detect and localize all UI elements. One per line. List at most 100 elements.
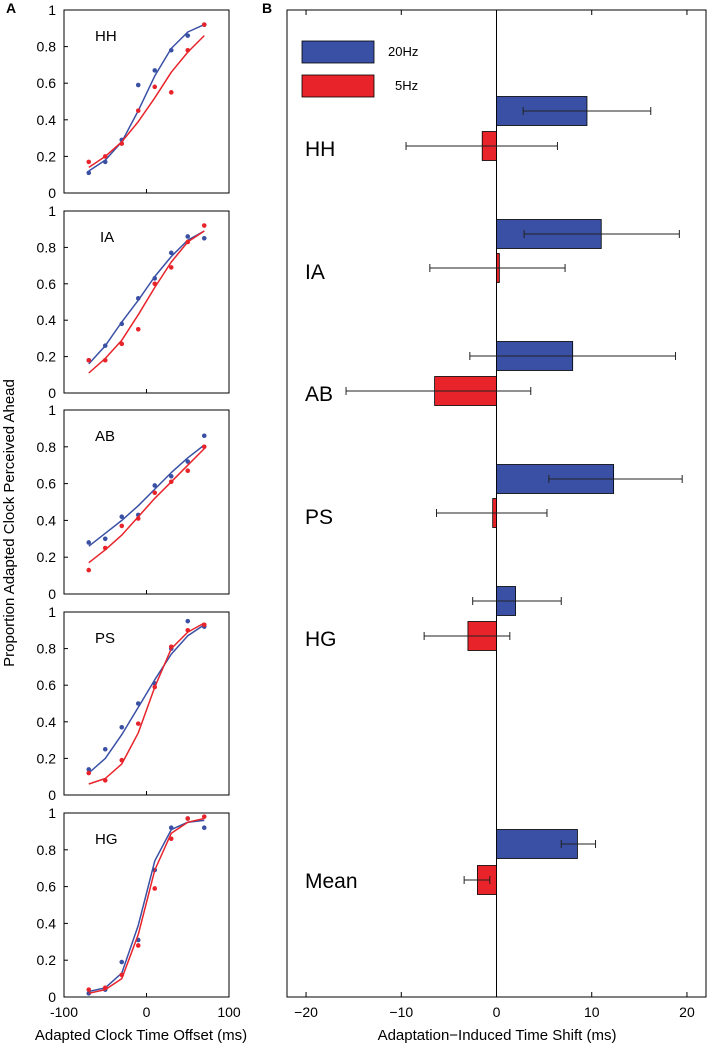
y-tick-label: 1 xyxy=(48,2,56,18)
data-point-20hz xyxy=(119,514,125,520)
data-point-5hz xyxy=(201,622,207,628)
y-tick-label: 0.8 xyxy=(37,842,57,858)
data-point-20hz xyxy=(201,825,207,831)
data-point-5hz xyxy=(119,341,125,347)
data-point-20hz xyxy=(168,825,174,831)
y-tick-label: 0 xyxy=(48,385,56,401)
subplot-hg: 0 0.2 0.4 0.6 0.8 1 HG xyxy=(37,805,230,1005)
x-tick-label: 10 xyxy=(584,1004,600,1020)
y-tick-label: 0.6 xyxy=(37,476,57,492)
y-tick-label: 0.6 xyxy=(37,879,57,895)
y-tick-label: 0.4 xyxy=(37,915,57,931)
x-tick-label: −10 xyxy=(389,1004,413,1020)
y-tick-label: 0.4 xyxy=(37,512,57,528)
y-tick-label: 0 xyxy=(48,787,56,803)
panel-b-bar-chart: −20 −10 0 10 20 HH IA AB PS HG Mean 20Hz 5Hz xyxy=(286,9,707,1020)
data-point-5hz xyxy=(168,479,174,485)
data-point-5hz xyxy=(86,357,92,363)
fit-curve-5hz xyxy=(88,448,205,564)
panel-a-x-axis-label: Adapted Clock Time Offset (ms) xyxy=(35,1027,247,1044)
y-tick-label: 0.6 xyxy=(37,276,57,292)
data-point-5hz xyxy=(135,721,141,726)
data-point-5hz xyxy=(135,108,141,113)
fit-curve-5hz xyxy=(88,817,205,995)
panel-b-label: B xyxy=(262,0,272,16)
fit-curve-5hz xyxy=(88,35,205,169)
data-point-5hz xyxy=(168,644,174,650)
y-tick-label: 0.8 xyxy=(37,39,57,55)
y-tick-label: 0.4 xyxy=(37,312,57,328)
subplot-title: HG xyxy=(95,831,118,848)
data-point-5hz xyxy=(152,281,158,287)
y-tick-label: 0 xyxy=(48,185,56,201)
y-tick-label: 0.8 xyxy=(37,641,57,657)
data-point-5hz xyxy=(201,444,207,450)
data-point-5hz xyxy=(201,22,207,27)
y-tick-label: 0.6 xyxy=(37,75,57,91)
y-tick-label: 0.2 xyxy=(37,349,57,365)
data-point-5hz xyxy=(152,490,158,496)
data-point-20hz xyxy=(86,991,92,996)
legend-swatch-20hz xyxy=(301,40,375,64)
data-point-5hz xyxy=(102,778,108,783)
data-point-20hz xyxy=(168,250,174,256)
category-label: IA xyxy=(305,261,325,284)
data-point-5hz xyxy=(168,836,174,842)
data-point-5hz xyxy=(168,265,174,270)
data-point-20hz xyxy=(135,701,141,706)
data-point-20hz xyxy=(201,433,207,439)
data-point-5hz xyxy=(168,90,174,95)
data-point-20hz xyxy=(102,343,108,348)
subplot-hh: 0 0.2 0.4 0.6 0.8 1 HH xyxy=(37,2,230,201)
data-point-5hz xyxy=(152,886,158,891)
y-tick-label: 0.4 xyxy=(37,714,57,730)
x-tick-label: −20 xyxy=(294,1004,318,1020)
legend-swatch-5hz xyxy=(301,74,375,98)
y-tick-label: 0.2 xyxy=(37,549,57,565)
plot-frame xyxy=(63,9,230,194)
data-point-20hz xyxy=(152,276,158,281)
data-point-5hz xyxy=(102,357,108,363)
y-tick-label: 0.2 xyxy=(37,750,57,766)
y-tick-label: 0 xyxy=(48,989,56,1005)
data-point-5hz xyxy=(86,567,92,573)
data-point-20hz xyxy=(86,540,92,545)
data-point-20hz xyxy=(135,82,141,88)
y-tick-label: 0.2 xyxy=(37,148,57,164)
x-tick-label: 0 xyxy=(143,1004,151,1020)
y-tick-label: 1 xyxy=(48,604,56,620)
panel-a-plots: 00.20.40.60.81HH00.20.40.60.81IA00.20.40… xyxy=(37,2,241,1020)
legend-label: 20Hz xyxy=(388,44,418,59)
y-tick-label: 0.2 xyxy=(37,952,57,968)
data-point-5hz xyxy=(119,523,125,529)
y-tick-label: 1 xyxy=(48,402,56,418)
data-point-20hz xyxy=(185,459,191,464)
data-point-5hz xyxy=(201,814,207,819)
data-point-5hz xyxy=(86,987,92,992)
data-point-20hz xyxy=(119,959,125,965)
fit-curve-20hz xyxy=(88,23,205,172)
fit-curve-20hz xyxy=(88,624,205,774)
data-point-5hz xyxy=(152,684,158,690)
y-tick-label: 0.4 xyxy=(37,112,57,128)
subplot-title: AB xyxy=(95,428,115,445)
data-point-5hz xyxy=(119,141,125,146)
data-point-5hz xyxy=(135,516,141,521)
category-label: HH xyxy=(305,138,335,161)
data-point-5hz xyxy=(185,239,191,245)
y-tick-label: 0 xyxy=(48,586,56,602)
y-tick-label: 1 xyxy=(48,203,56,219)
fit-curve-5hz xyxy=(88,622,205,785)
data-point-20hz xyxy=(152,68,158,73)
data-point-5hz xyxy=(102,154,108,159)
legend: 20Hz 5Hz xyxy=(301,40,418,98)
data-point-20hz xyxy=(119,724,125,730)
category-label: HG xyxy=(305,628,337,651)
subplot-title: HH xyxy=(95,28,117,45)
category-label: PS xyxy=(305,506,333,529)
data-point-5hz xyxy=(102,545,108,551)
data-point-5hz xyxy=(135,943,141,948)
panel-a-y-axis-label: Proportion Adapted Clock Perceived Ahead xyxy=(1,379,18,667)
data-point-5hz xyxy=(119,972,125,978)
data-point-5hz xyxy=(86,770,92,776)
